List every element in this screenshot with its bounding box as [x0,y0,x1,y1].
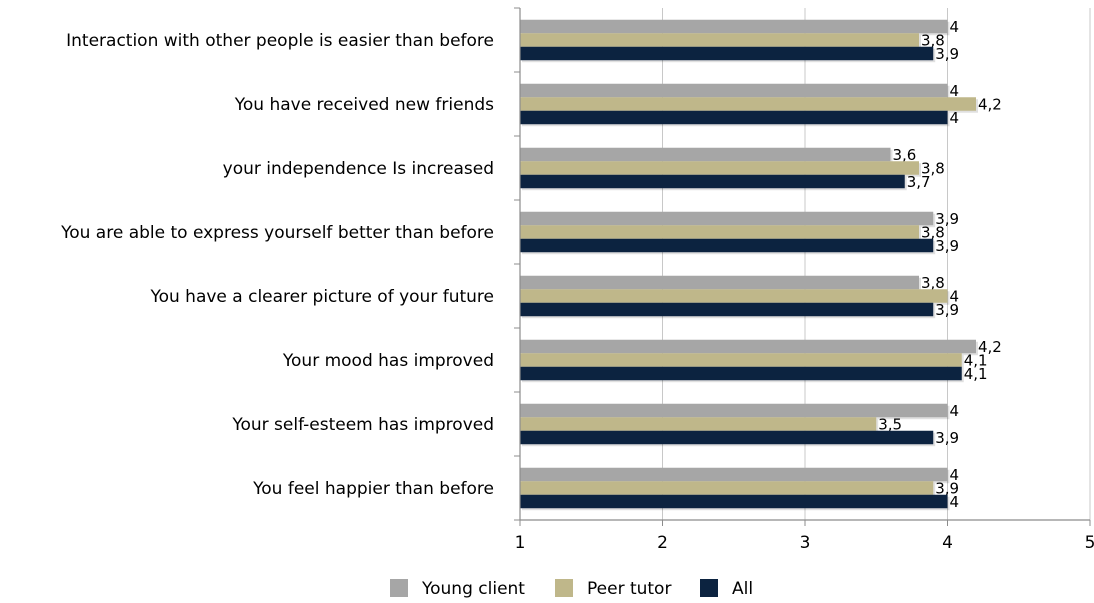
category-label: You feel happier than before [252,479,494,499]
x-tick-label: 2 [657,533,668,553]
data-label: 4,1 [964,365,988,383]
data-label: 3,6 [893,146,917,164]
data-label: 4,2 [978,338,1002,356]
category-label: Your mood has improved [282,351,494,371]
bar [520,174,905,189]
data-label: 4 [950,466,960,484]
x-tick-label: 5 [1085,533,1094,553]
data-label: 3,9 [935,301,959,319]
bar [520,339,976,354]
bar [520,403,948,418]
data-label: 3,8 [921,31,945,49]
bar [520,289,948,303]
category-label: Interaction with other people is easier … [66,31,494,51]
x-tick-label: 4 [942,533,953,553]
bar [520,430,934,445]
data-label: 3,9 [935,479,959,497]
bar [520,110,948,125]
data-label: 3,9 [935,210,959,228]
legend-label: All [732,579,753,599]
data-label: 3,8 [921,223,945,241]
bar [520,33,919,47]
category-label: Your self-esteem has improved [231,415,494,435]
bar [520,147,891,162]
data-label: 3,5 [878,415,902,433]
bar [520,302,934,317]
data-label: 4 [950,493,960,511]
data-label: 4 [950,109,960,127]
data-label: 3,9 [935,429,959,447]
category-label: your independence Is increased [223,159,494,179]
category-label: You have a clearer picture of your futur… [149,287,494,307]
category-label: You are able to express yourself better … [60,223,494,243]
legend-swatch [700,579,718,597]
bar [520,46,934,61]
x-tick-label: 1 [515,533,526,553]
data-label: 4,1 [964,351,988,369]
x-tick-label: 3 [800,533,811,553]
legend-swatch [390,579,408,597]
data-label: 4,2 [978,95,1002,113]
bar [520,481,934,495]
data-label: 4 [950,82,960,100]
legend-swatch [555,579,573,597]
data-label: 3,9 [935,45,959,63]
bar [520,275,919,290]
bar [520,225,919,239]
bar [520,417,877,431]
bar [520,366,962,381]
data-label: 4 [950,287,960,305]
bar [520,19,948,34]
bar [520,97,976,111]
data-label: 4 [950,402,960,420]
bar [520,238,934,253]
bar [520,161,919,175]
legend-label: Peer tutor [587,579,671,599]
bar [520,494,948,509]
legend-label: Young client [421,579,525,599]
legend: Young client Peer tutor All [390,579,753,599]
bars: 43,83,944,243,63,83,73,93,83,93,843,94,2… [520,18,1002,511]
data-label: 3,7 [907,173,931,191]
category-label: You have received new friends [234,95,494,115]
data-label: 3,8 [921,159,945,177]
bar [520,83,948,98]
data-label: 3,8 [921,274,945,292]
data-label: 4 [950,18,960,36]
bar [520,353,962,367]
bar [520,467,948,482]
bar [520,211,934,226]
data-label: 3,9 [935,237,959,255]
